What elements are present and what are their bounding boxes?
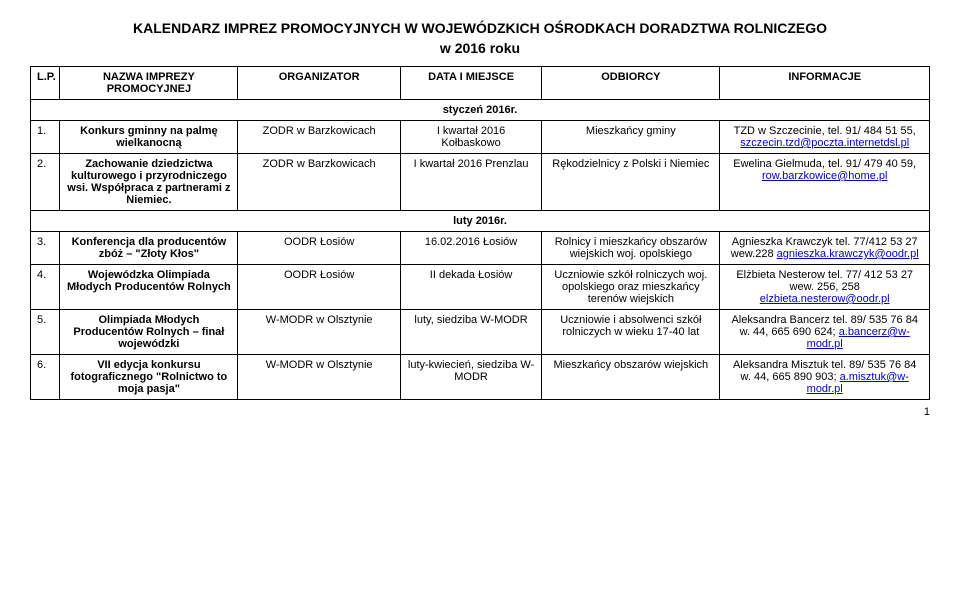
header-lp: L.P. [31, 67, 60, 100]
info-link[interactable]: szczecin.tzd@poczta.internetdsl.pl [740, 137, 909, 149]
month-label: luty 2016r. [31, 211, 930, 232]
page-number: 1 [30, 406, 930, 418]
row-name: VII edycja konkursu fotograficznego "Rol… [60, 355, 238, 400]
row-name: Zachowanie dziedzictwa kulturowego i prz… [60, 154, 238, 211]
table-row: 5. Olimpiada Młodych Producentów Rolnych… [31, 310, 930, 355]
row-date: luty, siedziba W-MODR [400, 310, 541, 355]
row-rec: Uczniowie i absolwenci szkół rolniczych … [542, 310, 720, 355]
month-row-february: luty 2016r. [31, 211, 930, 232]
month-label: styczeń 2016r. [31, 100, 930, 121]
row-date: luty-kwiecień, siedziba W-MODR [400, 355, 541, 400]
header-org: ORGANIZATOR [238, 67, 400, 100]
page-title: KALENDARZ IMPREZ PROMOCYJNYCH W WOJEWÓDZ… [30, 20, 930, 36]
table-row: 1. Konkurs gminny na palmę wielkanocną Z… [31, 121, 930, 154]
row-lp: 6. [31, 355, 60, 400]
month-row-january: styczeń 2016r. [31, 100, 930, 121]
row-org: W-MODR w Olsztynie [238, 355, 400, 400]
table-row: 6. VII edycja konkursu fotograficznego "… [31, 355, 930, 400]
row-info: Ewelina Gielmuda, tel. 91/ 479 40 59, ro… [720, 154, 930, 211]
row-name: Konkurs gminny na palmę wielkanocną [60, 121, 238, 154]
table-row: 4. Wojewódzka Olimpiada Młodych Producen… [31, 265, 930, 310]
row-rec: Rolnicy i mieszkańcy obszarów wiejskich … [542, 232, 720, 265]
row-lp: 4. [31, 265, 60, 310]
table-header-row: L.P. NAZWA IMPREZY PROMOCYJNEJ ORGANIZAT… [31, 67, 930, 100]
row-rec: Rękodzielnicy z Polski i Niemiec [542, 154, 720, 211]
row-org: ZODR w Barzkowicach [238, 121, 400, 154]
page-subtitle: w 2016 roku [30, 40, 930, 56]
row-rec: Mieszkańcy gminy [542, 121, 720, 154]
row-name: Olimpiada Młodych Producentów Rolnych – … [60, 310, 238, 355]
row-org: ZODR w Barzkowicach [238, 154, 400, 211]
row-date: I kwartał 2016 Prenzlau [400, 154, 541, 211]
row-date: II dekada Łosiów [400, 265, 541, 310]
row-rec: Mieszkańcy obszarów wiejskich [542, 355, 720, 400]
row-lp: 2. [31, 154, 60, 211]
row-date: I kwartał 2016 Kołbaskowo [400, 121, 541, 154]
info-text: TZD w Szczecinie, tel. 91/ 484 51 55, [734, 125, 916, 137]
row-info: Elżbieta Nesterow tel. 77/ 412 53 27 wew… [720, 265, 930, 310]
header-rec: ODBIORCY [542, 67, 720, 100]
row-lp: 1. [31, 121, 60, 154]
table-row: 3. Konferencja dla producentów zbóż – "Z… [31, 232, 930, 265]
info-link[interactable]: elzbieta.nesterow@oodr.pl [760, 293, 890, 305]
events-table: L.P. NAZWA IMPREZY PROMOCYJNEJ ORGANIZAT… [30, 66, 930, 400]
info-link[interactable]: row.barzkowice@home.pl [762, 170, 888, 182]
header-info: INFORMACJE [720, 67, 930, 100]
row-info: TZD w Szczecinie, tel. 91/ 484 51 55, sz… [720, 121, 930, 154]
row-date: 16.02.2016 Łosiów [400, 232, 541, 265]
header-date: DATA I MIEJSCE [400, 67, 541, 100]
row-info: Aleksandra Bancerz tel. 89/ 535 76 84 w.… [720, 310, 930, 355]
row-name: Konferencja dla producentów zbóż – "Złot… [60, 232, 238, 265]
row-org: OODR Łosiów [238, 265, 400, 310]
row-org: W-MODR w Olsztynie [238, 310, 400, 355]
info-link[interactable]: agnieszka.krawczyk@oodr.pl [777, 248, 919, 260]
row-lp: 5. [31, 310, 60, 355]
row-rec: Uczniowie szkół rolniczych woj. opolskie… [542, 265, 720, 310]
row-info: Aleksandra Misztuk tel. 89/ 535 76 84 w.… [720, 355, 930, 400]
table-row: 2. Zachowanie dziedzictwa kulturowego i … [31, 154, 930, 211]
row-name: Wojewódzka Olimpiada Młodych Producentów… [60, 265, 238, 310]
row-lp: 3. [31, 232, 60, 265]
row-org: OODR Łosiów [238, 232, 400, 265]
info-text: Ewelina Gielmuda, tel. 91/ 479 40 59, [733, 158, 916, 170]
info-text: Elżbieta Nesterow tel. 77/ 412 53 27 wew… [736, 269, 913, 293]
header-name: NAZWA IMPREZY PROMOCYJNEJ [60, 67, 238, 100]
row-info: Agnieszka Krawczyk tel. 77/412 53 27 wew… [720, 232, 930, 265]
